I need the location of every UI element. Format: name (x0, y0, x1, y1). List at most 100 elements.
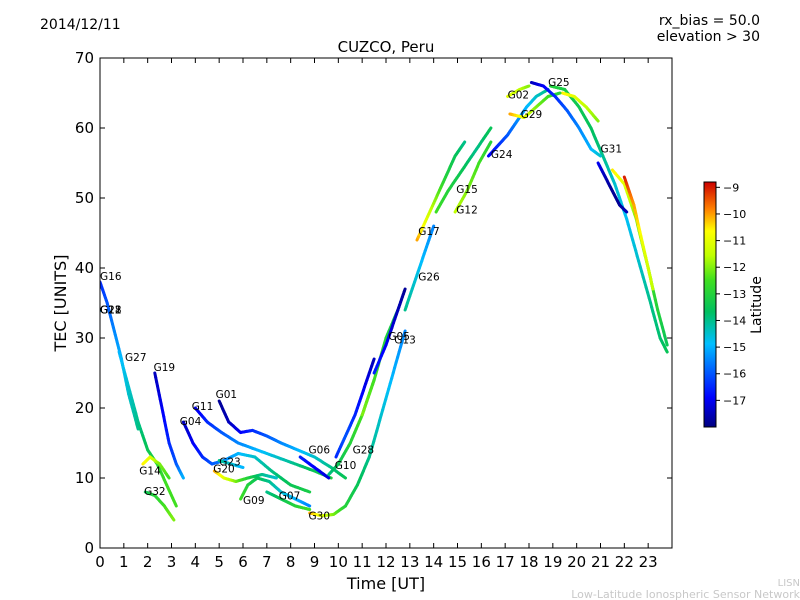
series-segment (371, 357, 376, 364)
satellite-label: G25 (548, 77, 570, 89)
satellite-label: G20 (213, 463, 235, 475)
series-G23 (217, 459, 245, 469)
x-tick-label: 2 (143, 553, 153, 571)
series-segment (402, 329, 407, 338)
y-axis-label: TEC [UNITS] (51, 255, 70, 353)
x-tick-label: 6 (238, 553, 248, 571)
y-tick-label: 40 (75, 259, 94, 277)
satellite-label: G14 (139, 466, 161, 478)
series-G29 (508, 91, 562, 119)
x-tick-label: 8 (286, 553, 296, 571)
colorbar-tick-label: −16 (723, 368, 746, 381)
series-G31 (596, 161, 629, 214)
series-G20 (212, 469, 278, 483)
elevation-label: elevation > 30 (656, 29, 760, 45)
series-G01 (217, 399, 347, 480)
series-G26 (403, 224, 436, 312)
series-G02 (506, 84, 531, 98)
series-G27 (117, 350, 178, 508)
satellite-label: G21 (100, 305, 122, 317)
series-segment (431, 224, 436, 231)
x-tick-label: 13 (400, 553, 419, 571)
axes-layer: 0 1 2 3 4 5 6 7 8 9 10 11 12 13 14 15 16 17 18 19 20 21 22 2301… (75, 49, 672, 571)
series-segment (462, 140, 467, 146)
satellite-label: G07 (279, 491, 301, 503)
series-segment (306, 503, 312, 508)
y-tick-label: 50 (75, 189, 94, 207)
colorbar-tick-label: −13 (723, 288, 746, 301)
series-G32 (143, 490, 176, 522)
satellite-label: G24 (491, 149, 513, 161)
satellite-label: G30 (309, 510, 331, 522)
x-tick-label: 11 (353, 553, 372, 571)
series-segment (664, 339, 669, 347)
series-G25 (529, 81, 602, 158)
satellite-label: G31 (601, 144, 623, 156)
x-tick-label: 19 (543, 553, 562, 571)
x-tick-label: 1 (119, 553, 129, 571)
rx-bias-label: rx_bias = 50.0 (658, 13, 760, 29)
series-segment (664, 348, 669, 354)
series-G13 (372, 287, 407, 375)
colorbar-tick-label: −9 (723, 181, 739, 194)
x-tick-label: 9 (310, 553, 320, 571)
series-segment (342, 475, 347, 480)
series-segment (135, 423, 140, 431)
plot-frame (99, 57, 673, 549)
series-G30 (308, 329, 407, 518)
series-extra-3 (560, 91, 600, 123)
x-tick-label: 16 (472, 553, 491, 571)
series-extra-0 (549, 84, 669, 354)
series-segment (402, 287, 407, 294)
satellite-label: G10 (335, 460, 357, 472)
series-G09 (239, 476, 312, 508)
footer-org-long: Low-Latitude Ionospheric Sensor Network (571, 588, 800, 600)
colorbar-tick-label: −17 (723, 394, 746, 407)
y-tick-label: 20 (75, 399, 94, 417)
satellite-label: G26 (418, 272, 440, 284)
y-tick-label: 30 (75, 329, 94, 347)
x-tick-label: 23 (639, 553, 658, 571)
series-G28 (334, 357, 376, 459)
y-tick-label: 70 (75, 49, 94, 67)
series-segment (173, 501, 178, 508)
series-G07 (265, 490, 312, 511)
satellite-label: G32 (144, 486, 166, 498)
satellite-label: G22 (100, 305, 122, 317)
satellite-label: G04 (180, 416, 202, 428)
x-tick-label: 0 (95, 553, 105, 571)
x-tick-label: 4 (191, 553, 201, 571)
series-segment (166, 474, 171, 480)
series-segment (595, 117, 600, 123)
colorbar (703, 181, 717, 428)
satellite-label: G09 (243, 495, 265, 507)
satellite-label: G01 (216, 389, 238, 401)
series-G06 (298, 455, 331, 480)
satellite-label: G12 (456, 204, 478, 216)
x-tick-label: 17 (496, 553, 515, 571)
colorbar-tick-label: −15 (723, 341, 746, 354)
series-G24 (487, 88, 550, 158)
series-segment (487, 126, 493, 133)
x-tick-label: 3 (167, 553, 177, 571)
colorbar-tick-label: −10 (723, 208, 746, 221)
series-extra-2 (622, 175, 655, 291)
x-tick-label: 20 (567, 553, 586, 571)
data-layer (100, 81, 669, 522)
chart-title: CUZCO, Peru (338, 38, 435, 56)
series-segment (171, 516, 176, 522)
satellite-label: G11 (192, 401, 214, 413)
satellite-label: G05 (388, 331, 410, 343)
series-segment (597, 153, 602, 158)
footer-org-short: LISN (778, 578, 800, 589)
series-G12 (453, 140, 493, 214)
satellite-label: G27 (125, 352, 147, 364)
colorbar-tick-label: −14 (723, 314, 746, 327)
x-tick-label: 15 (448, 553, 467, 571)
series-G04 (181, 420, 312, 494)
satellite-label: G02 (508, 90, 529, 102)
series-segment (305, 489, 312, 494)
